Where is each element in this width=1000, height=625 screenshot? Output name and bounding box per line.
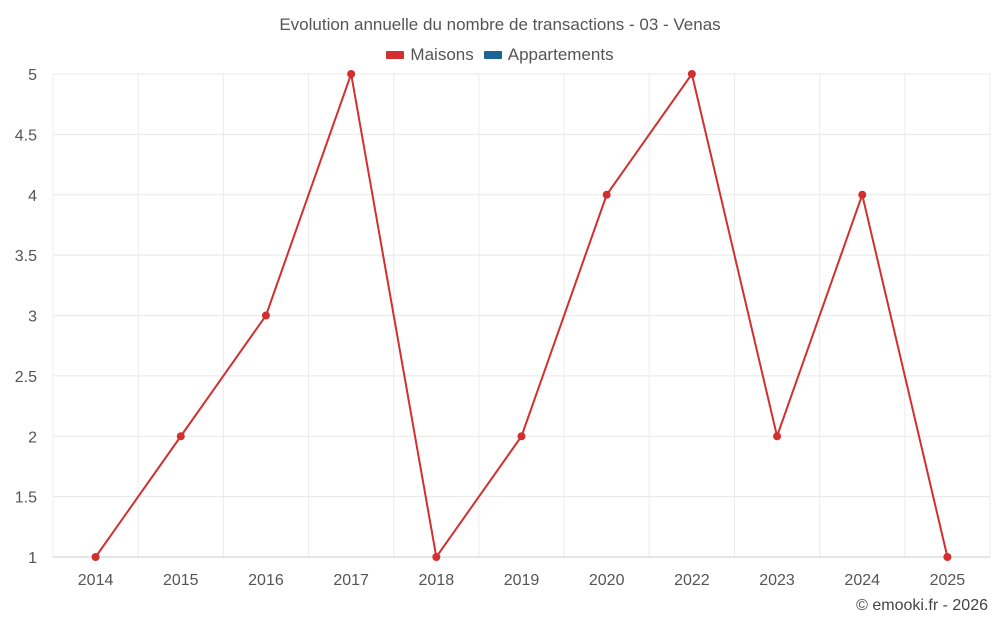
y-tick-label: 4 bbox=[28, 188, 37, 205]
data-point bbox=[261, 311, 270, 320]
x-tick-label: 2024 bbox=[844, 572, 880, 589]
legend-item-maisons[interactable]: Maisons bbox=[386, 45, 474, 65]
data-point bbox=[432, 553, 441, 561]
legend-label-appartements: Appartements bbox=[507, 45, 614, 64]
x-tick-label: 2018 bbox=[419, 572, 455, 589]
legend-label-maisons: Maisons bbox=[410, 45, 474, 64]
x-tick-label: 2014 bbox=[78, 572, 114, 589]
legend: Maisons Appartements bbox=[0, 45, 1000, 65]
data-point bbox=[347, 70, 356, 78]
x-tick-label: 2023 bbox=[759, 572, 795, 589]
data-point bbox=[602, 190, 611, 199]
data-point bbox=[943, 553, 952, 561]
x-tick-label: 2016 bbox=[248, 572, 284, 589]
y-tick-label: 2.5 bbox=[15, 369, 37, 386]
data-point bbox=[687, 70, 696, 78]
data-point bbox=[773, 432, 782, 441]
data-point bbox=[91, 553, 100, 561]
legend-swatch-appartements bbox=[483, 51, 502, 59]
y-tick-label: 1 bbox=[28, 550, 37, 567]
x-tick-label: 2015 bbox=[163, 572, 199, 589]
data-point bbox=[176, 432, 185, 441]
x-tick-label: 2022 bbox=[674, 572, 710, 589]
data-point bbox=[858, 190, 867, 199]
y-tick-label: 3.5 bbox=[15, 248, 37, 265]
y-tick-label: 1.5 bbox=[15, 490, 37, 507]
data-point bbox=[517, 432, 526, 441]
x-tick-label: 2017 bbox=[333, 572, 369, 589]
x-tick-label: 2025 bbox=[930, 572, 966, 589]
chart-title: Evolution annuelle du nombre de transact… bbox=[279, 15, 721, 34]
y-tick-label: 3 bbox=[28, 309, 37, 326]
x-tick-label: 2020 bbox=[589, 572, 625, 589]
x-tick-label: 2019 bbox=[504, 572, 540, 589]
legend-item-appartements[interactable]: Appartements bbox=[483, 45, 614, 65]
y-tick-label: 4.5 bbox=[15, 127, 37, 144]
y-tick-label: 2 bbox=[28, 429, 37, 446]
legend-swatch-maisons bbox=[386, 51, 405, 59]
y-tick-label: 5 bbox=[28, 67, 37, 84]
copyright-footer: © emooki.fr - 2026 bbox=[856, 597, 988, 614]
